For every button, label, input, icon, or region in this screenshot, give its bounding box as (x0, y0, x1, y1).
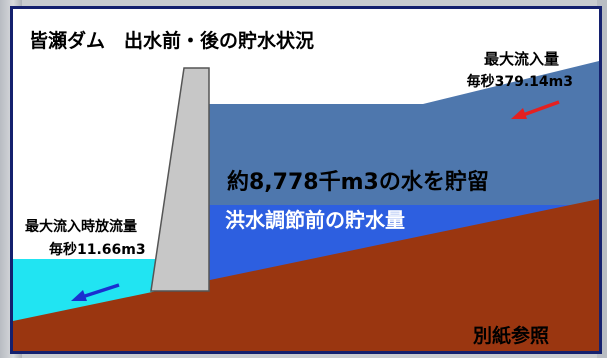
pre-flood-storage-text: 洪水調節前の貯水量 (225, 208, 405, 232)
diagram-panel: 皆瀬ダム 出水前・後の貯水状況 最大流入量 毎秒379.14m3 約8,778千… (10, 6, 602, 354)
inflow-label: 最大流入量 (484, 50, 559, 68)
background-map-right (597, 0, 607, 358)
ground-slope (13, 199, 599, 351)
inflow-value: 毎秒379.14m3 (467, 73, 573, 90)
storage-amount-text: 約8,778千m3の水を貯留 (227, 169, 489, 195)
inflow-arrow-icon (511, 100, 560, 119)
outflow-label: 最大流入時放流量 (25, 218, 137, 235)
reference-note: 別紙参照 (473, 324, 549, 347)
diagram-title: 皆瀬ダム 出水前・後の貯水状況 (29, 29, 314, 52)
outflow-arrow-icon (71, 283, 120, 301)
outflow-value: 毎秒11.66m3 (49, 241, 146, 258)
reservoir-diagram: 皆瀬ダム 出水前・後の貯水状況 最大流入量 毎秒379.14m3 約8,778千… (13, 29, 599, 351)
dam-body (150, 67, 210, 292)
